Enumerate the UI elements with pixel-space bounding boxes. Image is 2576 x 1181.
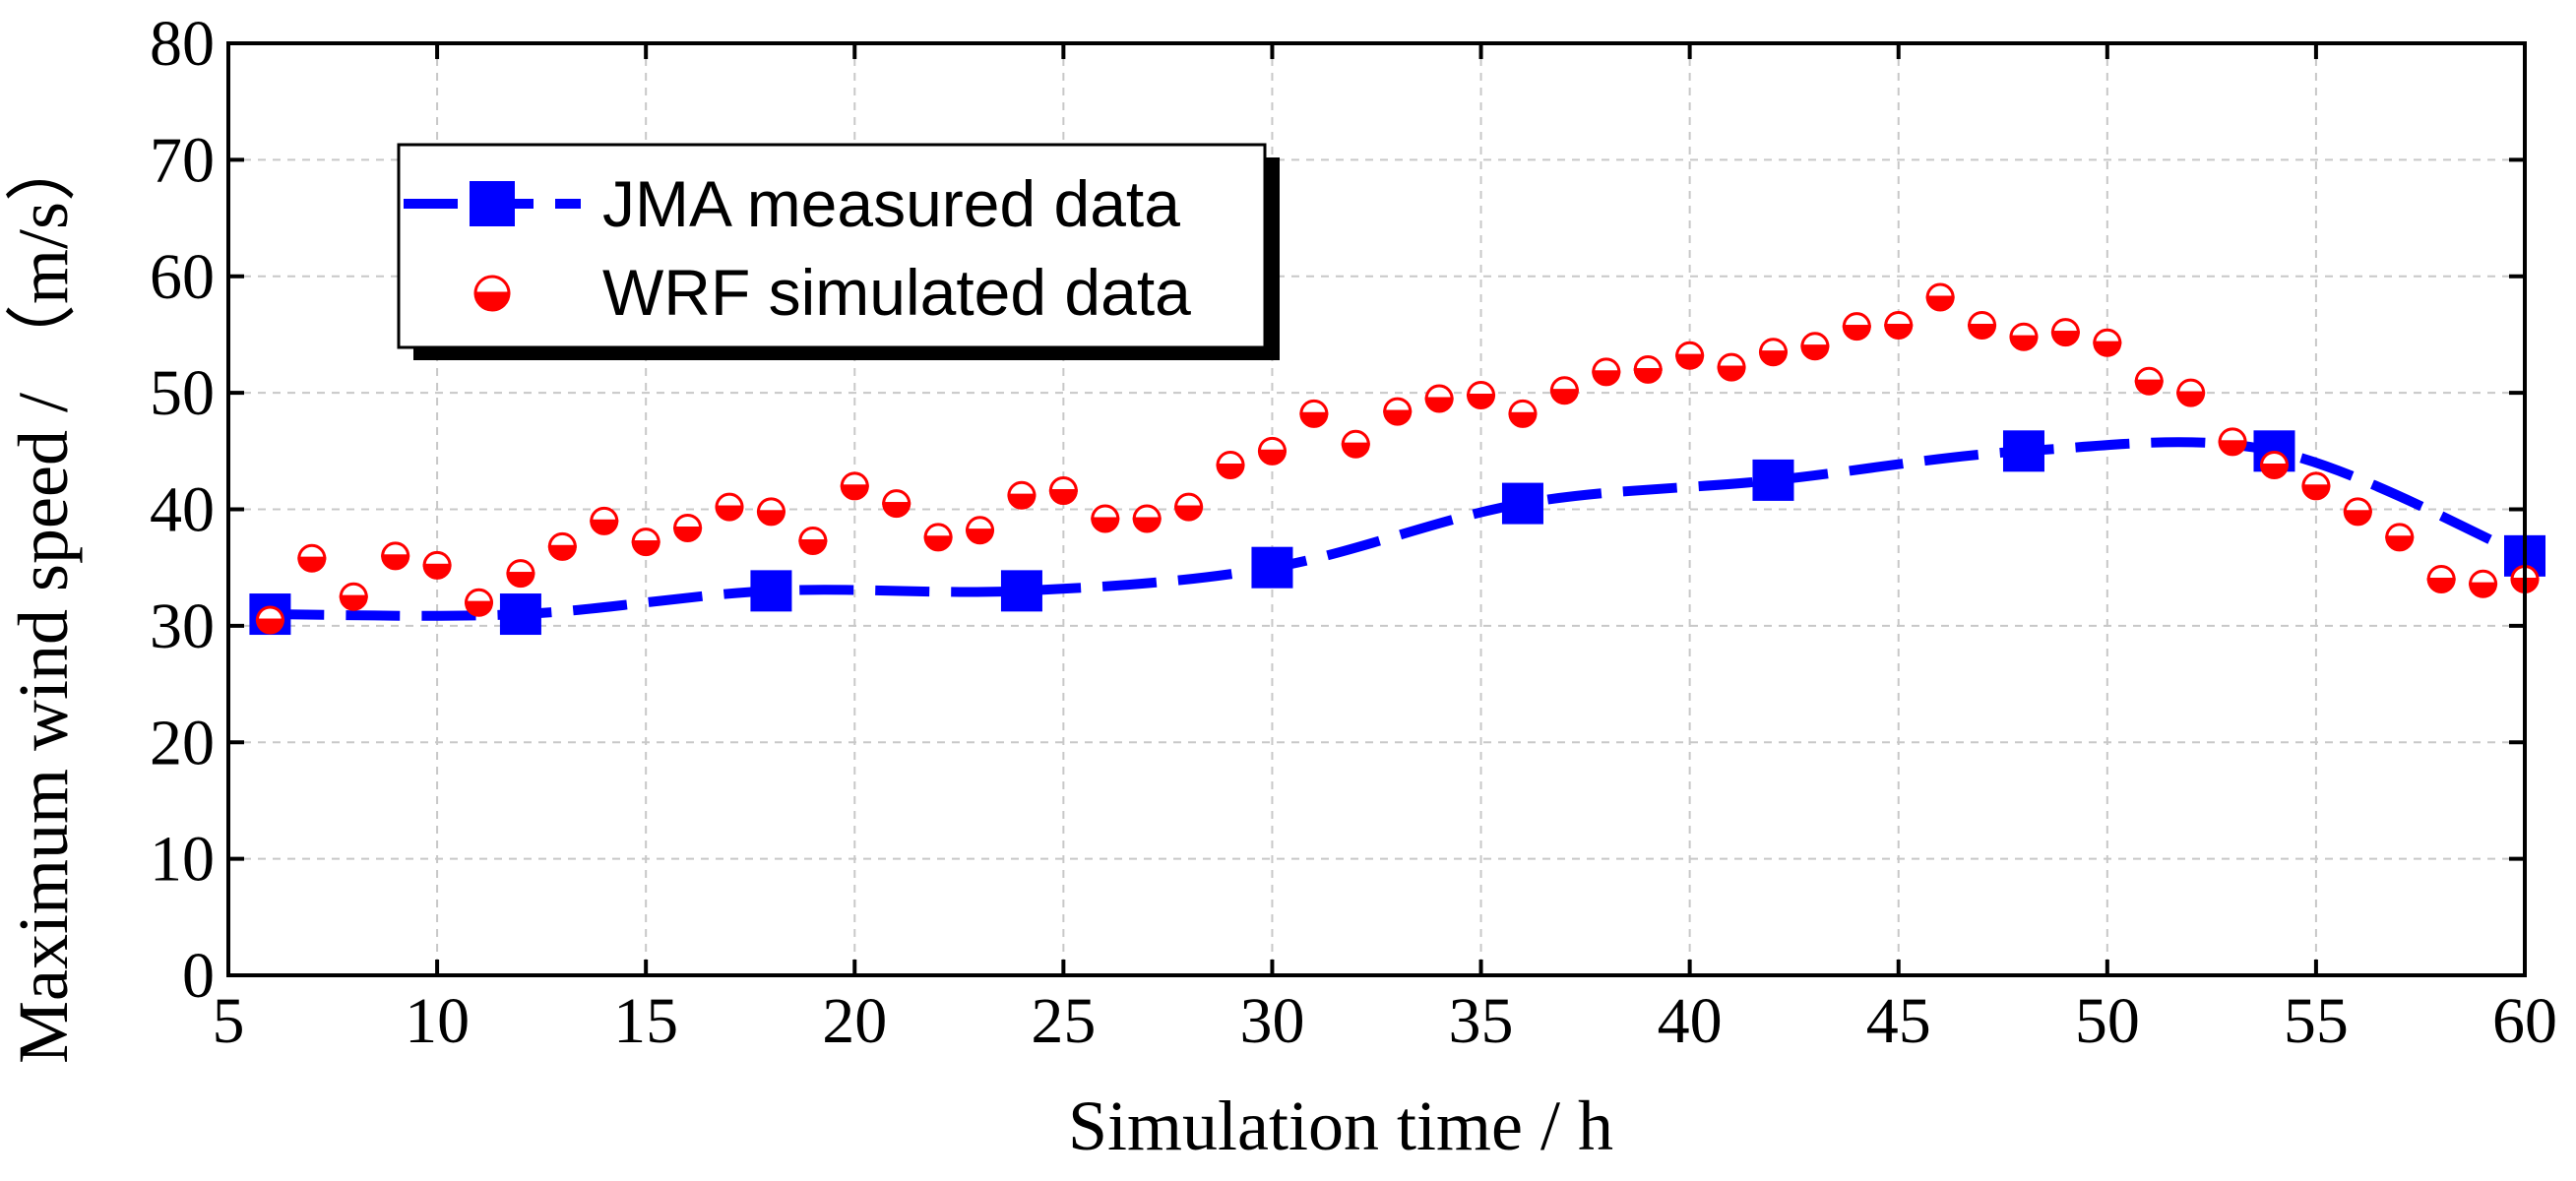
wrf-data-point — [1508, 399, 1538, 428]
wrf-data-point — [1383, 397, 1413, 426]
wrf-data-point — [1424, 384, 1454, 413]
wrf-data-point — [673, 513, 703, 542]
wrf-data-point — [2176, 378, 2206, 407]
legend-box — [397, 143, 1267, 349]
plot-area — [249, 282, 2545, 636]
wrf-data-point — [2259, 451, 2289, 480]
y-tick-label: 80 — [150, 8, 215, 80]
y-tick-label: 10 — [150, 824, 215, 896]
x-tick-label: 50 — [2075, 985, 2140, 1057]
jma-data-point — [1251, 546, 1293, 589]
x-tick-label: 5 — [213, 985, 245, 1057]
wrf-data-point — [1800, 332, 1830, 361]
wrf-data-point — [2469, 569, 2498, 598]
wrf-data-point — [1842, 312, 1871, 342]
x-tick-label: 30 — [1239, 985, 1304, 1057]
x-tick-label: 60 — [2492, 985, 2557, 1057]
wrf-data-point — [339, 582, 368, 611]
wrf-data-point — [756, 497, 785, 527]
wrf-data-point — [1592, 357, 1621, 387]
wrf-data-point — [1717, 352, 1746, 382]
y-axis-title: Maximum wind speed / （m/s） — [4, 131, 83, 1064]
wrf-data-point — [2218, 427, 2247, 457]
wrf-data-point — [1675, 341, 1705, 370]
wrf-data-point — [1174, 492, 1204, 522]
wrf-data-point — [2093, 328, 2122, 357]
wrf-data-point — [1884, 310, 1914, 340]
legend-jma-label: JMA measured data — [602, 167, 1180, 240]
y-tick-label: 0 — [182, 940, 215, 1012]
wrf-data-point — [1549, 376, 1579, 405]
wrf-data-point — [1132, 504, 1162, 533]
y-tick-label: 40 — [150, 474, 215, 546]
jma-data-point — [499, 593, 541, 636]
jma-data-point — [1501, 482, 1543, 525]
wrf-data-point — [715, 492, 744, 522]
wrf-data-point — [1091, 504, 1120, 533]
x-tick-label: 45 — [1866, 985, 1931, 1057]
wrf-data-point — [1007, 480, 1037, 510]
x-tick-label: 25 — [1031, 985, 1096, 1057]
legend-wrf-label: WRF simulated data — [602, 256, 1191, 329]
y-tick-label: 60 — [150, 241, 215, 313]
wrf-data-point — [2426, 565, 2456, 594]
wrf-data-point — [966, 516, 995, 545]
x-tick-label: 10 — [405, 985, 470, 1057]
wrf-data-point — [1467, 381, 1496, 409]
x-tick-label: 15 — [613, 985, 678, 1057]
jma-data-point — [2002, 430, 2044, 472]
legend-wrf-marker — [473, 275, 511, 312]
wrf-data-point — [840, 471, 869, 501]
wrf-data-point — [2301, 471, 2331, 501]
wrf-data-point — [590, 506, 619, 535]
y-tick-label: 20 — [150, 707, 215, 778]
wrf-data-point — [1758, 338, 1788, 367]
wrf-data-point — [2385, 523, 2415, 552]
wrf-data-point — [381, 541, 410, 571]
wrf-data-point — [882, 489, 911, 519]
jma-series-line — [270, 437, 2527, 621]
wrf-data-point — [547, 531, 577, 561]
wrf-data-point — [1925, 282, 1955, 312]
wrf-data-point — [465, 588, 494, 617]
x-tick-label: 35 — [1449, 985, 1514, 1057]
wrf-data-point — [631, 528, 660, 557]
wrf-data-point — [923, 523, 953, 552]
x-tick-label: 55 — [2284, 985, 2349, 1057]
legend: JMA measured data WRF simulated data — [397, 143, 1280, 360]
wrf-data-point — [2009, 322, 2039, 351]
x-axis-title: Simulation time / h — [1068, 1087, 1613, 1165]
legend-jma-marker — [470, 181, 515, 226]
wrf-data-point — [506, 559, 535, 589]
wrf-data-point — [1299, 399, 1329, 428]
wrf-data-point — [1216, 451, 1245, 480]
wrf-data-point — [297, 543, 327, 573]
wrf-data-point — [2343, 497, 2372, 527]
axis-ticks: 5 10 15 20 25 30 35 40 45 50 55 60 0 10 20 30 40 50 60 70 80 — [150, 8, 2557, 1057]
y-tick-label: 70 — [150, 124, 215, 196]
wrf-data-point — [255, 605, 284, 635]
jma-data-point — [1752, 459, 1794, 501]
wrf-data-point — [1257, 436, 1287, 466]
x-tick-label: 40 — [1658, 985, 1723, 1057]
wrf-data-point — [422, 550, 452, 580]
wrf-data-point — [1633, 354, 1663, 384]
x-tick-label: 20 — [822, 985, 887, 1057]
wrf-data-point — [1341, 429, 1370, 459]
y-tick-label: 30 — [150, 590, 215, 662]
wrf-data-point — [1048, 476, 1078, 506]
jma-data-point — [1000, 570, 1042, 612]
wrf-data-point — [798, 526, 828, 555]
jma-data-point — [750, 570, 792, 612]
y-tick-label: 50 — [150, 357, 215, 429]
wrf-data-point — [2134, 366, 2164, 396]
wrf-data-point — [2050, 318, 2080, 347]
wrf-data-point — [1968, 310, 1997, 340]
